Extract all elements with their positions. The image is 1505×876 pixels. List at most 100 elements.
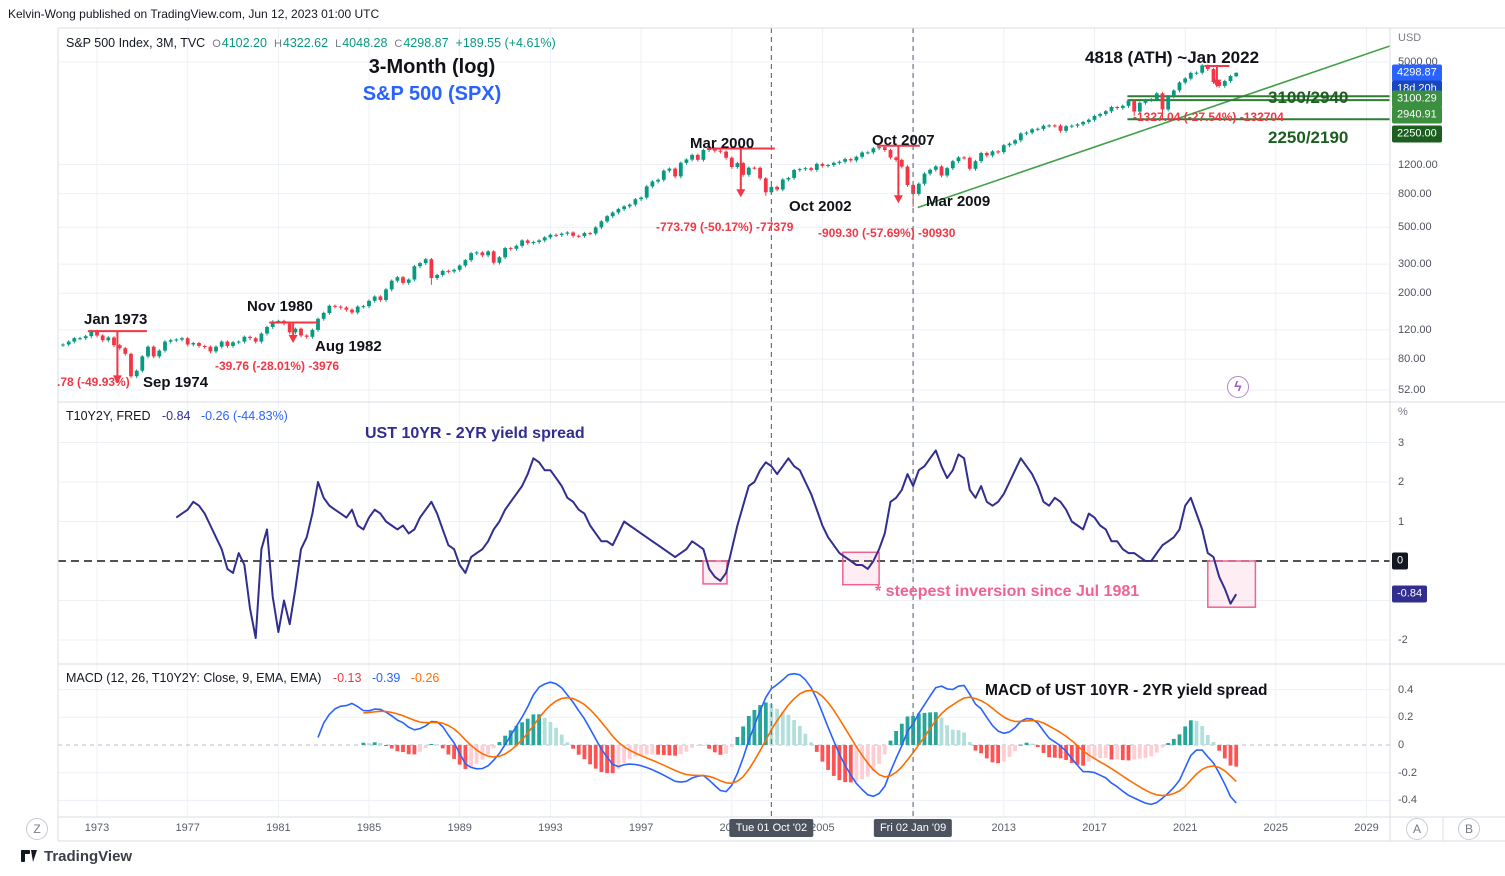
annotation-spread-title[interactable]: UST 10YR - 2YR yield spread (365, 425, 585, 442)
spread-legend: T10Y2Y, FRED -0.84 -0.26 (-44.83%) (66, 409, 288, 423)
time-axis-tick: 2013 (991, 822, 1017, 834)
time-axis-tick: 1993 (538, 822, 563, 834)
tradingview-logo[interactable]: TradingView (20, 847, 132, 865)
macd-legend: MACD (12, 26, T10Y2Y: Close, 9, EMA, EMA… (66, 671, 439, 685)
time-axis-tick: 2017 (1082, 822, 1107, 834)
level-price-badge: 2940.91 (1392, 106, 1442, 124)
open-value: 4102.20 (221, 36, 267, 50)
level-price-badge: 2250.00 (1392, 125, 1442, 143)
time-axis-tick: 1997 (628, 822, 654, 834)
annotation-drawdown-1982[interactable]: -39.76 (-28.01%) -3976 (215, 359, 340, 373)
spread-line-series (175, 449, 1238, 639)
price-axis-label: 800.00 (1398, 187, 1432, 200)
annotation-aug-1982[interactable]: Aug 1982 (315, 338, 382, 355)
candlestick-series (61, 64, 1239, 379)
annotation-drawdown-1973[interactable]: .78 (-49.93%) (57, 375, 130, 389)
open-label: O (212, 38, 221, 50)
annotation-ath[interactable]: 4818 (ATH) ~Jan 2022 (1085, 48, 1260, 67)
main-legend: S&P 500 Index, 3M, TVC O4102.20 H4322.62 L4… (66, 36, 556, 50)
high-label: H (273, 38, 282, 50)
pane-borders (57, 27, 1505, 842)
price-axis[interactable] (1390, 28, 1505, 817)
boost-button[interactable]: ϟ (1227, 376, 1249, 398)
macd-line-value: -0.39 (371, 671, 401, 685)
spread-zero-badge: 0 (1392, 552, 1409, 570)
annotation-zone-upper[interactable]: 3100/2940 (1268, 88, 1349, 107)
macd-axis-label: -0.4 (1398, 794, 1417, 807)
annotation-inversion-note[interactable]: * steepest inversion since Jul 1981 (875, 583, 1140, 600)
price-axis-label: 300.00 (1398, 258, 1432, 271)
spread-axis-unit: % (1398, 406, 1408, 418)
publisher-header: Kelvin-Wong published on TradingView.com… (8, 7, 380, 21)
gridlines (58, 28, 1390, 817)
macd-axis-label: 0.4 (1398, 683, 1414, 696)
trendline-drawings[interactable] (917, 44, 1396, 209)
main-legend-symbol[interactable]: S&P 500 Index, 3M, TVC (66, 36, 206, 50)
tradingview-logo-text: TradingView (44, 847, 133, 865)
spread-last-badge: -0.84 (1392, 585, 1428, 603)
annotation-sep-1974[interactable]: Sep 1974 (143, 374, 209, 391)
annotation-nov-1980[interactable]: Nov 1980 (247, 298, 313, 315)
price-axis-label: 1200.00 (1398, 158, 1438, 171)
spread-axis-label: 3 (1398, 436, 1405, 449)
macd-hist-value: -0.13 (332, 671, 362, 685)
annotation-oct-2007[interactable]: Oct 2007 (872, 132, 935, 149)
price-axis-label: 80.00 (1398, 353, 1426, 366)
macd-histogram (361, 702, 1239, 783)
annotation-jan-1973[interactable]: Jan 1973 (84, 311, 148, 328)
time-axis-tick: 2005 (810, 822, 835, 834)
price-range-arrows[interactable] (87, 65, 1230, 384)
annotation-timeframe-title[interactable]: 3-Month (log) (368, 56, 496, 78)
low-value: 4048.28 (342, 36, 388, 50)
main-axis-unit: USD (1398, 32, 1422, 44)
spread-value: -0.84 (162, 409, 191, 423)
price-axis-label: 500.00 (1398, 221, 1432, 234)
price-axis-label: 200.00 (1398, 287, 1432, 300)
change-value: +189.55 (+4.61%) (455, 36, 556, 50)
close-value: 4298.87 (403, 36, 449, 50)
spread-axis-label: 1 (1398, 515, 1405, 528)
annotation-zone-lower[interactable]: 2250/2190 (1268, 128, 1349, 147)
inversion-boxes[interactable] (702, 551, 1257, 608)
spread-axis-label: 2 (1398, 476, 1405, 488)
annotation-drawdown-2022[interactable]: -1327.04 (-27.54%) -132704 (1133, 110, 1284, 124)
time-axis-tick: 2025 (1263, 822, 1289, 834)
time-axis-tick: 1977 (175, 822, 200, 834)
scale-b-button[interactable]: B (1458, 818, 1480, 840)
price-axis-label: 120.00 (1398, 323, 1432, 336)
time-axis-tick: 2029 (1354, 822, 1379, 834)
price-axis-label: 52.00 (1398, 384, 1426, 396)
tradingview-logo-icon (21, 850, 37, 862)
macd-legend-name[interactable]: MACD (12, 26, T10Y2Y: Close, 9, EMA, EMA… (66, 671, 322, 685)
macd-axis-label: 0 (1398, 739, 1405, 751)
time-axis-tick: 2021 (1172, 822, 1198, 834)
time-axis-tick: 1981 (266, 822, 291, 834)
annotation-mar-2000[interactable]: Mar 2000 (690, 135, 755, 152)
spread-axis-label: -2 (1398, 634, 1408, 646)
time-axis-tick: 1985 (356, 822, 382, 834)
macd-axis-label: -0.2 (1398, 766, 1417, 779)
spread-change: -0.26 (-44.83%) (201, 409, 288, 423)
time-axis-tick: 1989 (447, 822, 472, 834)
vertical-date-lines[interactable] (770, 28, 914, 817)
last-price-badge: 4298.87 (1392, 64, 1442, 82)
date-badge: Tue 01 Oct '02 (729, 819, 814, 837)
close-label: C (394, 38, 403, 50)
spread-legend-symbol[interactable]: T10Y2Y, FRED (66, 409, 151, 423)
timezone-button[interactable]: Z (26, 818, 48, 840)
macd-signal-value: -0.26 (410, 671, 440, 685)
annotation-symbol-title[interactable]: S&P 500 (SPX) (362, 83, 502, 105)
annotation-drawdown-2002[interactable]: -773.79 (-50.17%) -77379 (656, 220, 794, 234)
lightning-icon: ϟ (1234, 378, 1242, 394)
macd-axis-label: 0.2 (1398, 711, 1414, 724)
annotation-drawdown-2009[interactable]: -909.30 (-57.69%) -90930 (818, 226, 956, 240)
low-label: L (335, 38, 342, 50)
annotation-mar-2009[interactable]: Mar 2009 (926, 193, 991, 210)
annotation-macd-title[interactable]: MACD of UST 10YR - 2YR yield spread (985, 682, 1268, 699)
macd-lines (317, 672, 1237, 806)
auto-scale-button[interactable]: A (1406, 818, 1428, 840)
annotation-oct-2002[interactable]: Oct 2002 (789, 198, 852, 215)
level-price-badge: 3100.29 (1392, 90, 1442, 108)
